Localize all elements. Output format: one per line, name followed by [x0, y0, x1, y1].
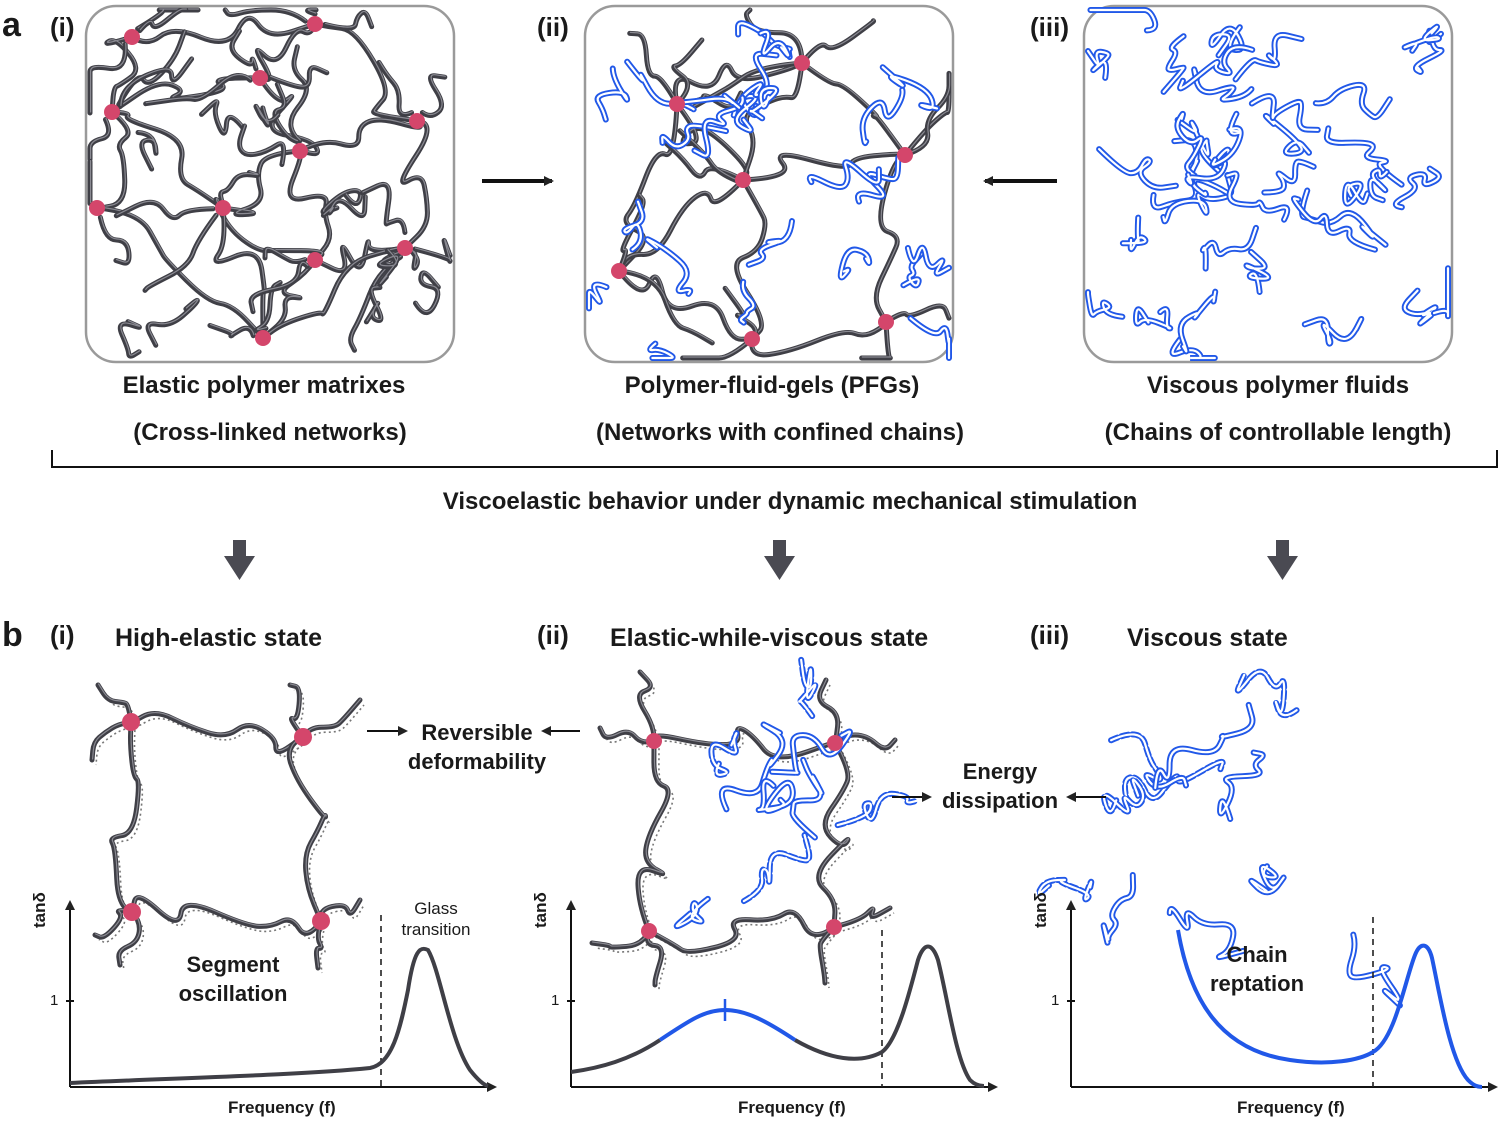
y-tick-1-ii: 1: [551, 992, 560, 1009]
note-reversible-deformability: Reversible deformability: [407, 720, 547, 774]
panel-a-ii-label: (ii): [537, 12, 569, 42]
crosslink-points-detail: [122, 713, 843, 939]
caption-elastic-subtitle: (Cross-linked networks): [133, 419, 407, 446]
note-chain-reptation: Chain reptation: [1209, 942, 1305, 996]
caption-viscous-subtitle: (Chains of controllable length): [1104, 419, 1452, 446]
note-energy-dissipation: Energy dissipation: [941, 759, 1059, 813]
x-axis-label-i: Frequency (f): [228, 1098, 336, 1117]
caption-pfg-subtitle: (Networks with confined chains): [595, 419, 965, 446]
panel-a-i-label: (i): [50, 12, 75, 42]
state-high-elastic: High-elastic state: [115, 624, 323, 652]
x-axis-label-iii: Frequency (f): [1237, 1098, 1345, 1117]
pfg-confined-fluid-chains: [586, 20, 952, 361]
panel-b-i-label: (i): [50, 620, 75, 650]
pfg-fluid-detail: [673, 656, 921, 930]
panel-b-ii-label: (ii): [537, 620, 569, 650]
caption-pfg-title: Polymer-fluid-gels (PFGs): [624, 372, 920, 399]
panel-a-iii-label: (iii): [1030, 12, 1069, 42]
y-tick-1-iii: 1: [1051, 992, 1060, 1009]
y-axis-label-iii: tanδ: [1031, 892, 1050, 928]
y-tick-1-i: 1: [50, 992, 59, 1009]
caption-elastic-title: Elastic polymer matrixes: [122, 372, 406, 399]
viscous-chains-detail: [1035, 668, 1403, 1009]
plot-axes: [65, 900, 1498, 1092]
panel-b-letter: b: [2, 616, 23, 654]
tandelta-curve-pfg-dark: [570, 944, 985, 1088]
x-axis-label-ii: Frequency (f): [738, 1098, 846, 1117]
note-segment-oscillation: Segment oscillation: [178, 952, 288, 1006]
tandelta-curve-elastic: [69, 946, 489, 1088]
y-axis-label-ii: tanδ: [531, 892, 550, 928]
bracket: [51, 450, 1498, 468]
caption-viscous-title: Viscous polymer fluids: [1146, 372, 1410, 399]
y-axis-label-i: tanδ: [30, 892, 49, 928]
tandelta-curve-viscous: [1176, 929, 1483, 1089]
down-arrows: [224, 540, 1298, 580]
elastic-network-detail: [89, 682, 365, 974]
state-elastic-while-viscous: Elastic-while-viscous state: [610, 624, 929, 652]
box-pfg: [583, 4, 955, 364]
crosslinked-network-chains: [87, 7, 453, 359]
crosslink-points: [89, 16, 913, 347]
panel-a-letter: a: [2, 6, 21, 44]
note-glass-transition: Glass transition: [401, 899, 471, 939]
panel-b-iii-label: (iii): [1030, 620, 1069, 650]
pfg-network-detail: [589, 669, 900, 991]
viscous-fluid-chains: [1085, 7, 1451, 361]
bracket-label: Viscoelastic behavior under dynamic mech…: [442, 488, 1138, 515]
tandelta-curve-pfg-blue: [658, 1007, 797, 1042]
state-viscous: Viscous state: [1127, 624, 1288, 652]
glass-transition-lines: [380, 915, 1374, 1087]
